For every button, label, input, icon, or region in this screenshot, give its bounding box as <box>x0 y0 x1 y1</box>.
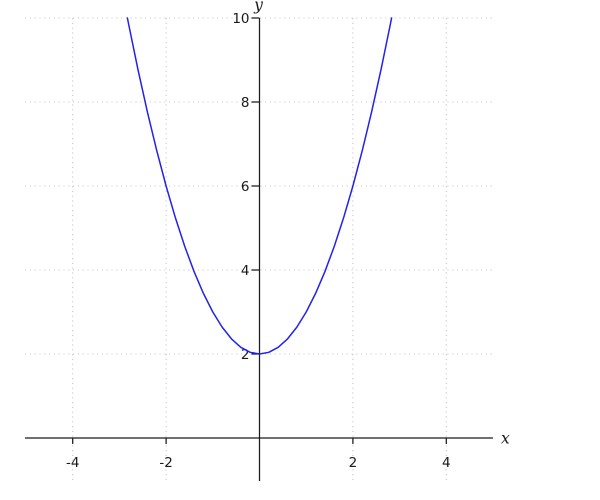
x-tick-label: 4 <box>442 455 451 471</box>
axes <box>25 18 493 481</box>
x-tick-label: 2 <box>349 455 358 471</box>
y-tick-label: 10 <box>232 11 249 27</box>
x-tick-label: -2 <box>159 455 172 471</box>
parabola-curve <box>126 17 393 355</box>
y-axis-label: y <box>253 0 263 14</box>
y-tick-label: 8 <box>241 95 250 111</box>
y-tick-label: 4 <box>241 263 250 279</box>
gridlines <box>25 17 493 482</box>
y-tick-label: 2 <box>241 347 250 363</box>
x-axis-label: x <box>501 430 510 448</box>
tick-marks-and-labels: -4 -2 2 4 2 4 6 8 10 <box>66 11 451 471</box>
x-tick-label: -4 <box>66 455 79 471</box>
function-curve-layer <box>126 17 393 355</box>
y-tick-label: 6 <box>241 179 250 195</box>
